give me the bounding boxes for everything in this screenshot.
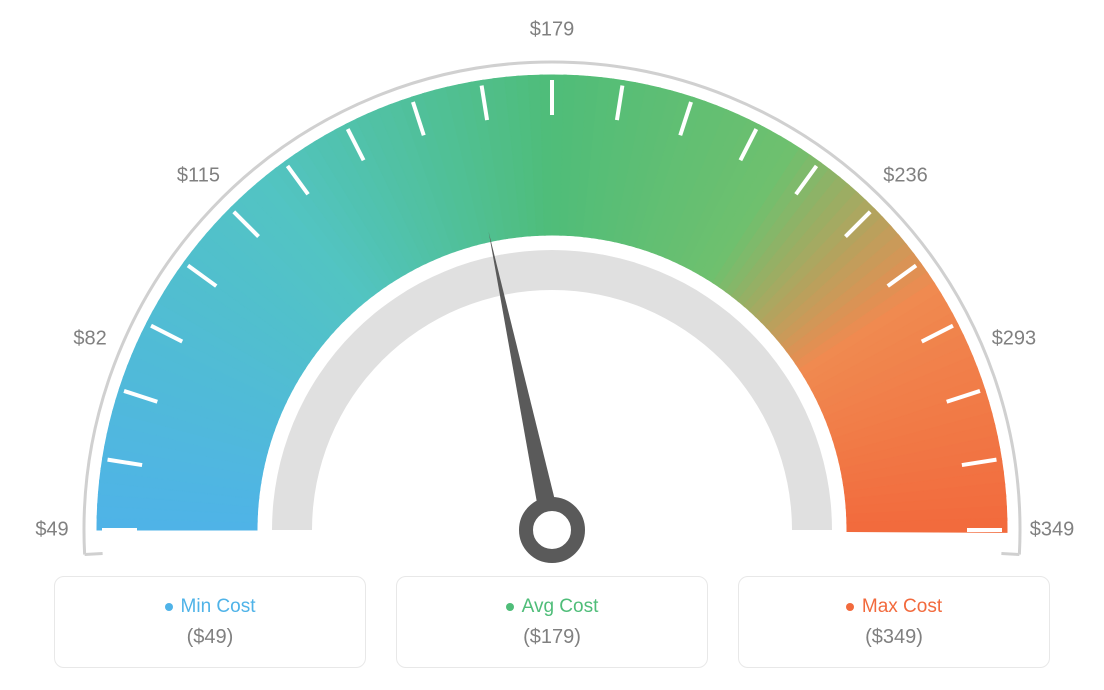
legend-min-dot	[165, 603, 173, 611]
gauge: $49$82$115$179$236$293$349	[52, 20, 1052, 560]
legend-row: Min Cost ($49) Avg Cost ($179) Max Cost …	[54, 576, 1050, 668]
cost-gauge-container: $49 $82 $115 $179 $236 $293 $349 Min Cost ($49…	[0, 0, 1104, 690]
legend-max-label: Max Cost	[862, 596, 942, 618]
gauge-tick-label: $349	[1030, 519, 1075, 542]
gauge-tick-label: $179	[530, 19, 575, 42]
legend-card-max: Max Cost ($349)	[738, 576, 1050, 668]
legend-avg-top: Avg Cost	[506, 596, 599, 618]
gauge-tick-label: $82	[73, 327, 106, 350]
legend-avg-dot	[506, 603, 514, 611]
legend-card-avg: Avg Cost ($179)	[396, 576, 708, 668]
legend-card-min: Min Cost ($49)	[54, 576, 366, 668]
legend-min-top: Min Cost	[165, 596, 256, 618]
legend-avg-value: ($179)	[523, 626, 581, 649]
gauge-tick-label: $115	[177, 165, 220, 188]
gauge-tick-label: $293	[992, 327, 1037, 350]
legend-min-label: Min Cost	[181, 596, 256, 618]
gauge-svg	[52, 20, 1052, 580]
legend-max-top: Max Cost	[846, 596, 942, 618]
legend-max-value: ($349)	[865, 626, 923, 649]
gauge-tick-label: $49	[35, 519, 68, 542]
gauge-tick-label: $236	[883, 165, 928, 188]
legend-max-dot	[846, 603, 854, 611]
legend-avg-label: Avg Cost	[522, 596, 599, 618]
legend-min-value: ($49)	[187, 626, 234, 649]
